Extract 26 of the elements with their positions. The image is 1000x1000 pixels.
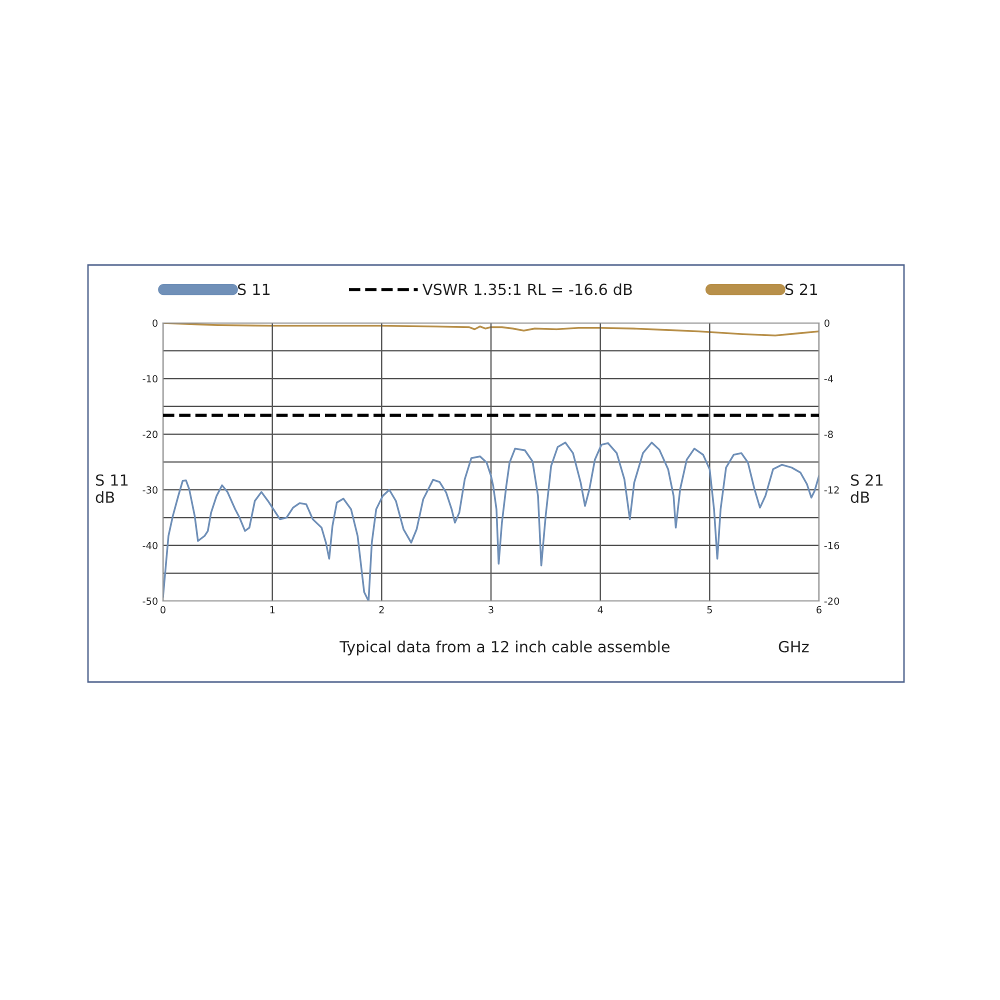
x-tick-label: 6 <box>816 606 822 614</box>
legend-label: S 21 <box>785 284 817 296</box>
y2-tick-label: -16 <box>824 542 840 550</box>
y2-tick-label: -8 <box>824 430 833 438</box>
text: Typical data from a 12 inch cable assemble <box>340 640 670 656</box>
y2-tick-label: -20 <box>824 597 840 605</box>
y2-axis-title: S 21 dB <box>850 474 883 503</box>
y2-tick-label: -4 <box>824 375 834 382</box>
y-tick-label: -40 <box>142 542 158 550</box>
x-tick-label: 2 <box>379 606 384 614</box>
y2-tick-label: -12 <box>824 486 839 494</box>
x-tick-label: 5 <box>707 606 712 614</box>
x-tick-label: 0 <box>160 606 166 614</box>
legend-label: VSWR 1.35:1 RL = -16.6 dB <box>422 283 632 296</box>
y-tick-label: 0 <box>152 319 158 327</box>
y-tick-label: -20 <box>142 430 158 438</box>
x-axis-title: GHz <box>778 640 809 652</box>
y-axis-title: S 11 dB <box>96 474 128 503</box>
legend-label: S 11 <box>238 284 270 296</box>
x-tick-label: 4 <box>598 606 603 614</box>
y-tick-label: -30 <box>142 486 158 494</box>
y-tick-label: -10 <box>142 375 158 382</box>
x-tick-label: 1 <box>270 606 275 614</box>
y2-tick-label: 0 <box>824 319 830 327</box>
x-tick-label: 3 <box>488 606 494 614</box>
y-tick-label: -50 <box>142 597 158 605</box>
